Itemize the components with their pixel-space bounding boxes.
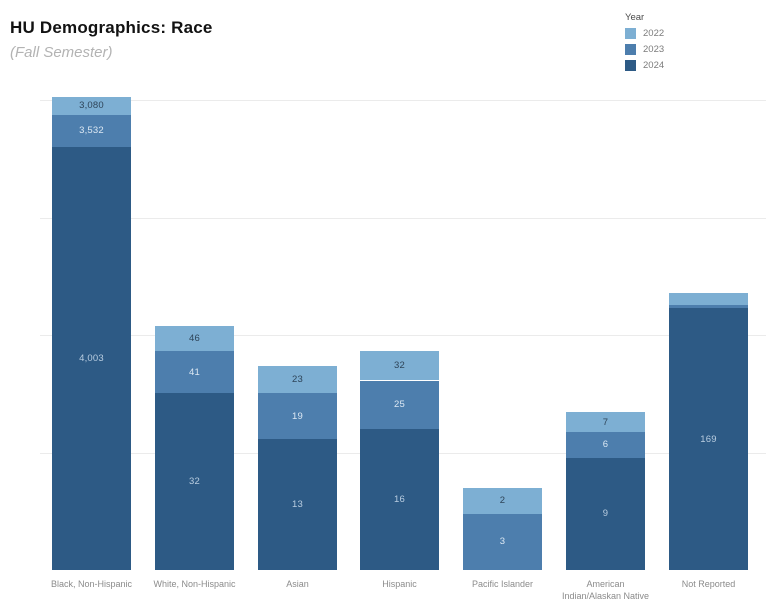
- legend-swatch-icon: [625, 28, 636, 39]
- bar-segment-2023[interactable]: 6: [566, 431, 645, 458]
- gridline: [40, 100, 766, 101]
- bar-segment-2024[interactable]: 4,003: [52, 146, 131, 570]
- bar-segment-2022[interactable]: 3,080: [52, 97, 131, 115]
- legend-swatch-icon: [625, 44, 636, 55]
- bar-segment-2022[interactable]: [669, 292, 748, 306]
- bar-segment-2024[interactable]: 13: [258, 439, 337, 570]
- segment-value-label: 32: [189, 476, 200, 488]
- bar-segment-2023[interactable]: [669, 305, 748, 309]
- legend-label: 2023: [643, 44, 665, 55]
- legend-item-2024[interactable]: 2024: [625, 60, 664, 71]
- x-axis-label: White, Non-Hispanic: [153, 579, 236, 589]
- x-axis-label: Pacific Islander: [471, 579, 534, 589]
- segment-value-label: 2: [499, 495, 506, 507]
- segment-value-label: 3,532: [79, 125, 104, 137]
- segment-value-label: 46: [189, 333, 200, 345]
- x-axis-label: Black, Non-Hispanic: [50, 579, 133, 589]
- gridline: [40, 335, 766, 336]
- bar-segment-2022[interactable]: 2: [463, 487, 542, 514]
- legend-label: 2022: [643, 28, 665, 39]
- bar-segment-2023[interactable]: 41: [155, 351, 234, 394]
- segment-value-label: 13: [292, 499, 303, 511]
- bar-segment-2022[interactable]: 46: [155, 326, 234, 351]
- segment-value-label: 7: [602, 416, 609, 428]
- legend-label: 2024: [643, 60, 665, 71]
- bar-segment-2022[interactable]: 23: [258, 365, 337, 394]
- x-axis-label: American Indian/Alaskan Native: [561, 579, 650, 601]
- legend: Year 2022 2023 2024: [625, 12, 664, 76]
- bar-segment-2024[interactable]: 16: [360, 428, 439, 570]
- x-axis-label: Asian: [286, 579, 309, 589]
- bar-segment-2024[interactable]: 32: [155, 393, 234, 570]
- segment-value-label: 9: [602, 508, 609, 520]
- x-axis-label: Not Reported: [681, 579, 736, 589]
- chart-title: HU Demographics: Race: [10, 18, 213, 37]
- chart-subtitle: (Fall Semester): [10, 44, 113, 61]
- segment-value-label: 6: [602, 439, 609, 451]
- segment-value-label: 23: [292, 373, 303, 385]
- bar-segment-2023[interactable]: 19: [258, 393, 337, 440]
- segment-value-label: 3,080: [79, 100, 104, 112]
- bar-segment-2024[interactable]: 9: [566, 457, 645, 570]
- legend-title: Year: [625, 12, 645, 23]
- legend-item-2023[interactable]: 2023: [625, 44, 664, 55]
- segment-value-label: 19: [292, 410, 303, 422]
- gridline: [40, 217, 766, 219]
- x-axis-label: Hispanic: [382, 579, 417, 589]
- bar-segment-2022[interactable]: 32: [360, 351, 439, 381]
- bar-segment-2024[interactable]: 169: [669, 308, 748, 570]
- segment-value-label: 169: [700, 433, 717, 445]
- segment-value-label: 4,003: [79, 352, 104, 364]
- segment-value-label: 32: [394, 360, 405, 372]
- legend-swatch-icon: [625, 60, 636, 71]
- segment-value-label: 25: [394, 399, 405, 410]
- segment-value-label: 41: [189, 366, 200, 378]
- bar-segment-2023[interactable]: 25: [360, 380, 439, 429]
- legend-item-2022[interactable]: 2022: [625, 28, 664, 39]
- bar-segment-2023[interactable]: 3,532: [52, 114, 131, 147]
- segment-value-label: 3: [499, 536, 506, 548]
- bar-segment-2023[interactable]: 3: [463, 513, 542, 570]
- bar-segment-2022[interactable]: 7: [566, 412, 645, 432]
- segment-value-label: 16: [394, 493, 405, 505]
